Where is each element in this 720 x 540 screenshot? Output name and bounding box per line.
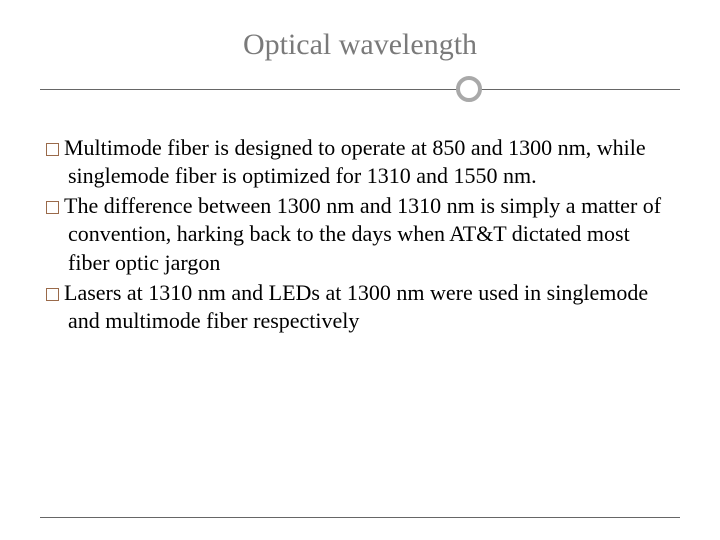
bullet-text: Multimode fiber is designed to operate a… — [64, 135, 646, 188]
slide-container: Optical wavelength Multimode fiber is de… — [0, 0, 720, 540]
bullet-square-icon — [46, 143, 59, 156]
content-area: Multimode fiber is designed to operate a… — [40, 134, 680, 335]
bullet-item: Lasers at 1310 nm and LEDs at 1300 nm we… — [46, 279, 674, 335]
bullet-text: The difference between 1300 nm and 1310 … — [64, 193, 661, 274]
bullet-square-icon — [46, 201, 59, 214]
bullet-square-icon — [46, 288, 59, 301]
title-area: Optical wavelength — [40, 28, 680, 104]
title-divider — [40, 74, 680, 104]
circle-ornament-icon — [456, 76, 482, 102]
slide-title: Optical wavelength — [40, 28, 680, 62]
bullet-item: Multimode fiber is designed to operate a… — [46, 134, 674, 190]
bullet-item: The difference between 1300 nm and 1310 … — [46, 192, 674, 276]
bullet-text: Lasers at 1310 nm and LEDs at 1300 nm we… — [64, 280, 648, 333]
bottom-rule — [40, 517, 680, 518]
horizontal-rule — [40, 89, 680, 90]
